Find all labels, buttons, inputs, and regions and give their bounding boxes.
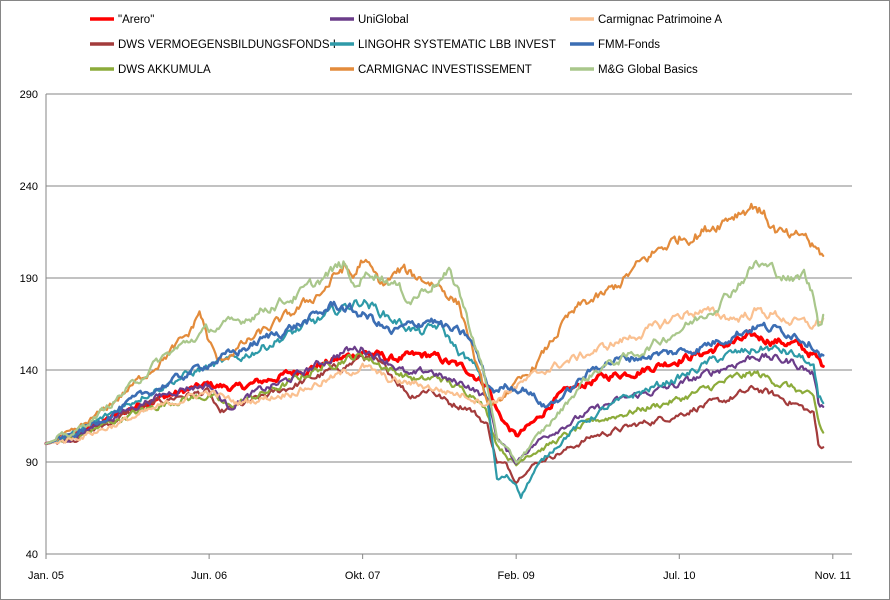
series-line: [44, 354, 825, 484]
series-line: [44, 300, 825, 445]
legend-label: M&G Global Basics: [598, 64, 698, 76]
series-line: [44, 259, 825, 464]
y-tick-label: 240: [20, 181, 38, 193]
x-tick-label: Nov. 11: [815, 570, 851, 582]
legend-label: DWS VERMOEGENSBILDUNGSFONDS I: [118, 39, 336, 51]
x-tick-label: Jul. 10: [663, 570, 695, 582]
y-tick-label: 190: [20, 273, 38, 285]
grid-lines: [46, 93, 852, 555]
series-line: [44, 299, 825, 499]
series-lines: [44, 202, 825, 499]
x-tick-label: Okt. 07: [345, 570, 380, 582]
x-tick-label: Feb. 09: [498, 570, 535, 582]
legend-label: CARMIGNAC INVESTISSEMENT: [358, 64, 532, 76]
y-tick-label: 40: [26, 549, 38, 561]
series-line: [44, 202, 825, 445]
x-axis: Jan. 05 Jun. 06 Okt. 07 Feb. 09 Jul. 10 Nov. …: [28, 553, 852, 582]
series-line: [44, 306, 825, 445]
y-tick-label: 290: [20, 89, 38, 101]
legend-label: FMM-Fonds: [598, 39, 660, 51]
series-line: [44, 345, 825, 465]
legend-label: LINGOHR SYSTEMATIC LBB INVEST: [358, 39, 556, 51]
legend-label: UniGlobal: [358, 14, 409, 26]
legend: "Arero" DWS VERMOEGENSBILDUNGSFONDS I DWS …: [90, 14, 722, 76]
x-tick-label: Jan. 05: [28, 570, 64, 582]
legend-label: Carmignac Patrimoine A: [598, 14, 722, 26]
y-tick-label: 90: [26, 457, 38, 469]
legend-label: DWS AKKUMULA: [118, 64, 211, 76]
y-tick-label: 140: [20, 365, 38, 377]
y-axis: 40 90 140 190 240 290: [20, 89, 47, 561]
x-tick-label: Jun. 06: [191, 570, 227, 582]
legend-label: "Arero": [118, 14, 154, 26]
